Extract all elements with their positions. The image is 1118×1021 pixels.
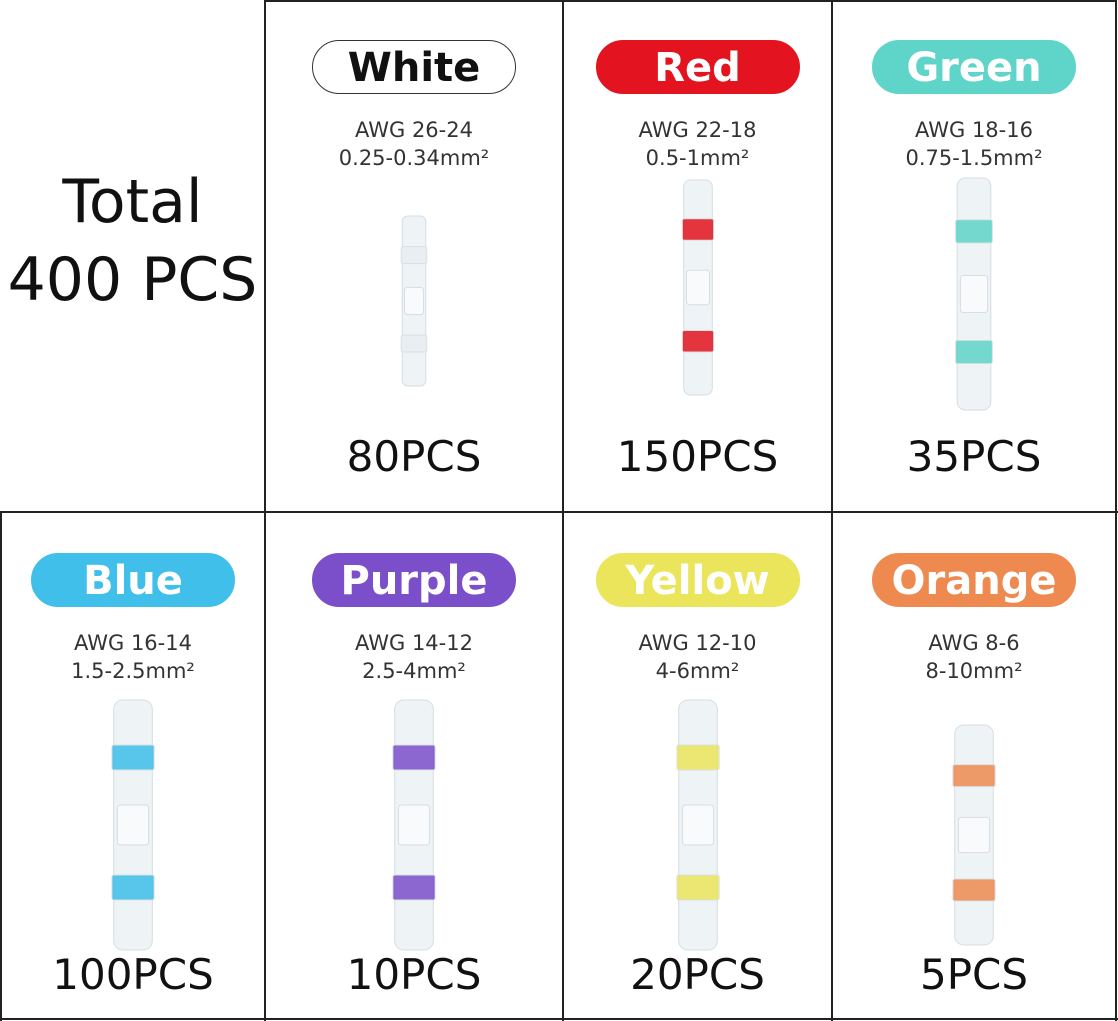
connector-part <box>952 878 996 902</box>
awg-range: AWG 8-6 <box>928 631 1020 655</box>
connector-part <box>955 339 993 365</box>
divider <box>0 512 2 1021</box>
connector-part <box>111 744 155 771</box>
piece-count: 100PCS <box>52 950 214 999</box>
wire-area: 2.5-4mm² <box>362 659 466 683</box>
item-cell: Yellow AWG 12-10 4-6mm² 20PCS <box>564 513 831 1019</box>
total-label: Total <box>62 167 203 237</box>
item-cell: White AWG 26-24 0.25-0.34mm² 80PCS <box>266 0 562 506</box>
item-cell: Purple AWG 14-12 2.5-4mm² 10PCS <box>266 513 562 1019</box>
divider <box>264 0 266 1021</box>
piece-count: 35PCS <box>906 432 1042 481</box>
connector-part <box>955 219 993 244</box>
wire-area: 4-6mm² <box>655 659 740 683</box>
connector-part <box>400 334 428 353</box>
divider <box>0 1018 1118 1020</box>
color-pill: Red <box>595 40 800 94</box>
color-pill: Blue <box>31 553 235 607</box>
connector-part <box>397 804 431 846</box>
connector-part <box>392 744 436 771</box>
connector-image <box>675 699 720 951</box>
awg-range: AWG 26-24 <box>355 118 473 142</box>
piece-count: 10PCS <box>346 950 482 999</box>
divider <box>562 0 564 1021</box>
connector-image <box>392 699 436 951</box>
wire-area: 8-10mm² <box>925 659 1023 683</box>
connector-part <box>675 744 720 771</box>
connector-part <box>403 286 425 316</box>
color-pill: Yellow <box>595 553 800 607</box>
connector-image <box>400 215 428 387</box>
connector-image <box>681 179 714 396</box>
connector-part <box>681 804 714 846</box>
divider <box>264 0 1117 2</box>
piece-count: 150PCS <box>616 432 779 481</box>
wire-area: 0.25-0.34mm² <box>338 146 490 170</box>
color-pill: Orange <box>872 553 1076 607</box>
item-cell: Orange AWG 8-6 8-10mm² 5PCS <box>833 513 1115 1019</box>
piece-count: 20PCS <box>630 950 765 999</box>
awg-range: AWG 22-18 <box>638 118 757 142</box>
piece-count: 80PCS <box>346 432 482 481</box>
connector-part <box>681 218 714 241</box>
color-pill: White <box>312 40 516 94</box>
connector-part <box>675 874 720 901</box>
divider <box>1115 0 1117 1021</box>
connector-image <box>955 177 993 411</box>
wire-area: 0.5-1mm² <box>645 146 750 170</box>
connector-part <box>685 269 710 306</box>
connector-part <box>392 874 436 901</box>
total-count: 400 PCS <box>7 245 258 315</box>
connector-part <box>952 764 996 788</box>
connector-part <box>400 246 428 265</box>
item-cell: Green AWG 18-16 0.75-1.5mm² 35PCS <box>833 0 1115 506</box>
connector-part <box>116 804 150 846</box>
piece-count: 5PCS <box>919 950 1029 999</box>
color-pill: Purple <box>312 553 516 607</box>
wire-area: 0.75-1.5mm² <box>905 146 1043 170</box>
connector-part <box>681 330 714 353</box>
wire-area: 1.5-2.5mm² <box>71 659 195 683</box>
connector-part <box>111 874 155 901</box>
connector-image <box>952 724 996 946</box>
awg-range: AWG 12-10 <box>638 631 757 655</box>
connector-image <box>111 699 155 951</box>
awg-range: AWG 16-14 <box>74 631 192 655</box>
connector-part <box>959 274 989 314</box>
item-cell: Red AWG 22-18 0.5-1mm² 150PCS <box>564 0 831 506</box>
awg-range: AWG 18-16 <box>915 118 1033 142</box>
item-cell: Blue AWG 16-14 1.5-2.5mm² 100PCS <box>2 513 264 1019</box>
divider <box>831 0 833 1021</box>
divider <box>0 511 1118 513</box>
awg-range: AWG 14-12 <box>355 631 473 655</box>
connector-part <box>957 816 991 854</box>
color-pill: Green <box>872 40 1076 94</box>
